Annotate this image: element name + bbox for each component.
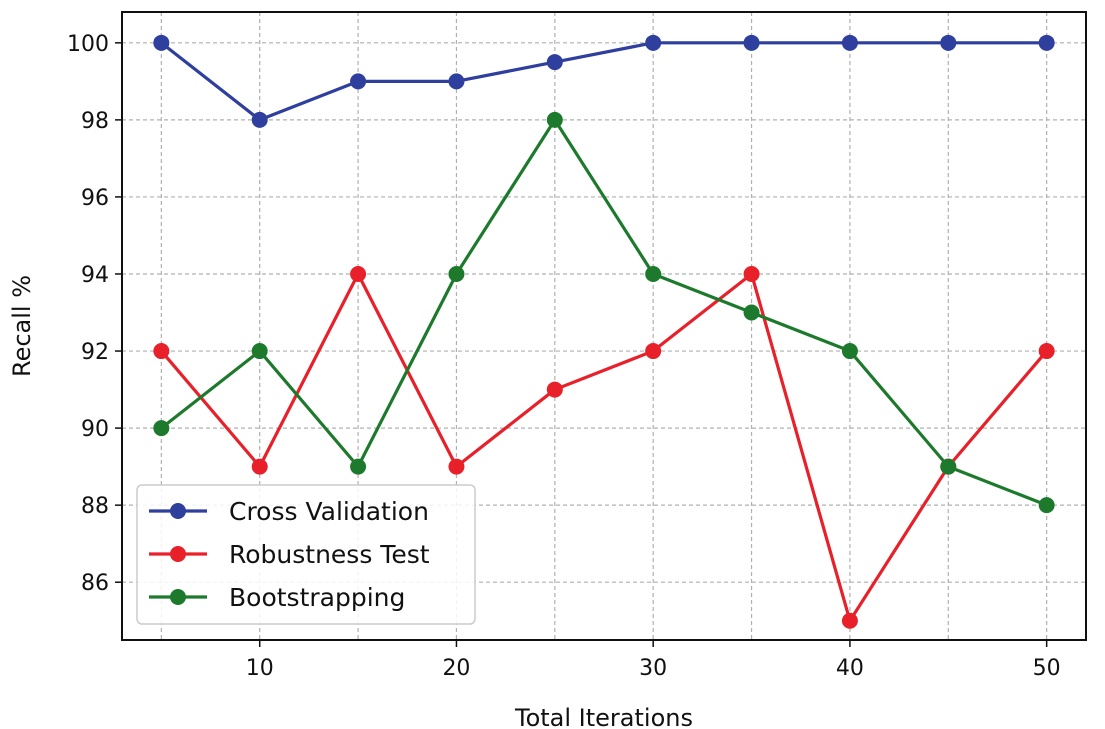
data-point-bootstrapping (940, 458, 957, 475)
data-point-robustness-test (546, 381, 563, 398)
data-point-cross-validation (546, 54, 563, 71)
y-tick-label: 90 (81, 417, 109, 442)
legend-item: Robustness Test (149, 540, 430, 569)
data-point-cross-validation (940, 34, 957, 51)
data-point-robustness-test (1038, 343, 1055, 360)
data-point-robustness-test (153, 343, 170, 360)
legend-label: Cross Validation (229, 497, 429, 526)
data-point-robustness-test (350, 265, 367, 282)
plot-frame (121, 11, 1087, 641)
legend-swatch-marker (170, 503, 186, 519)
series-line-robustness-test (160, 272, 1048, 623)
legend-item: Bootstrapping (149, 583, 405, 612)
series-robustness-test (153, 265, 1055, 629)
legend: Cross Validation Robustness Test Bootstrap… (136, 484, 476, 625)
x-tick-label: 50 (1033, 656, 1061, 681)
y-tick-label: 98 (81, 109, 109, 134)
data-point-robustness-test (251, 458, 268, 475)
legend-item: Cross Validation (149, 497, 429, 526)
data-point-robustness-test (841, 612, 858, 629)
y-tick-label: 96 (81, 186, 109, 211)
data-point-cross-validation (743, 34, 760, 51)
data-point-bootstrapping (251, 343, 268, 360)
x-tick-label: 20 (442, 656, 470, 681)
data-point-cross-validation (1038, 34, 1055, 51)
data-point-bootstrapping (350, 458, 367, 475)
data-point-robustness-test (645, 343, 662, 360)
y-tick-label: 86 (81, 571, 109, 596)
data-point-robustness-test (448, 458, 465, 475)
data-point-cross-validation (350, 73, 367, 90)
legend-swatch-marker (170, 546, 186, 562)
data-point-bootstrapping (1038, 497, 1055, 514)
axis-ticks: 10 20 30 40 50 86 88 90 92 94 96 98 100 (67, 32, 1061, 681)
x-tick-label: 40 (836, 656, 864, 681)
data-point-cross-validation (448, 73, 465, 90)
data-point-robustness-test (743, 265, 760, 282)
series-line-cross-validation (160, 41, 1047, 122)
y-tick-label: 100 (67, 32, 109, 57)
y-tick-label: 92 (81, 340, 109, 365)
data-point-cross-validation (841, 34, 858, 51)
legend-box (136, 484, 476, 625)
data-point-bootstrapping (841, 343, 858, 360)
x-tick-label: 30 (639, 656, 667, 681)
x-tick-label: 10 (246, 656, 274, 681)
series-layer (153, 34, 1055, 629)
data-point-bootstrapping (743, 304, 760, 321)
data-point-bootstrapping (546, 111, 563, 128)
y-axis-label: Recall % (8, 275, 36, 377)
data-point-cross-validation (251, 111, 268, 128)
y-tick-label: 94 (81, 263, 109, 288)
legend-label: Bootstrapping (229, 583, 405, 612)
data-point-cross-validation (645, 34, 662, 51)
y-tick-label: 88 (81, 494, 109, 519)
legend-label: Robustness Test (229, 540, 430, 569)
x-axis-label: Total Iterations (514, 704, 693, 729)
data-point-bootstrapping (645, 265, 662, 282)
series-bootstrapping (153, 111, 1055, 514)
legend-swatch-marker (170, 589, 186, 605)
data-point-cross-validation (153, 34, 170, 51)
data-point-bootstrapping (448, 265, 465, 282)
series-cross-validation (153, 34, 1055, 128)
data-point-bootstrapping (153, 420, 170, 437)
series-line-bootstrapping (160, 118, 1048, 507)
